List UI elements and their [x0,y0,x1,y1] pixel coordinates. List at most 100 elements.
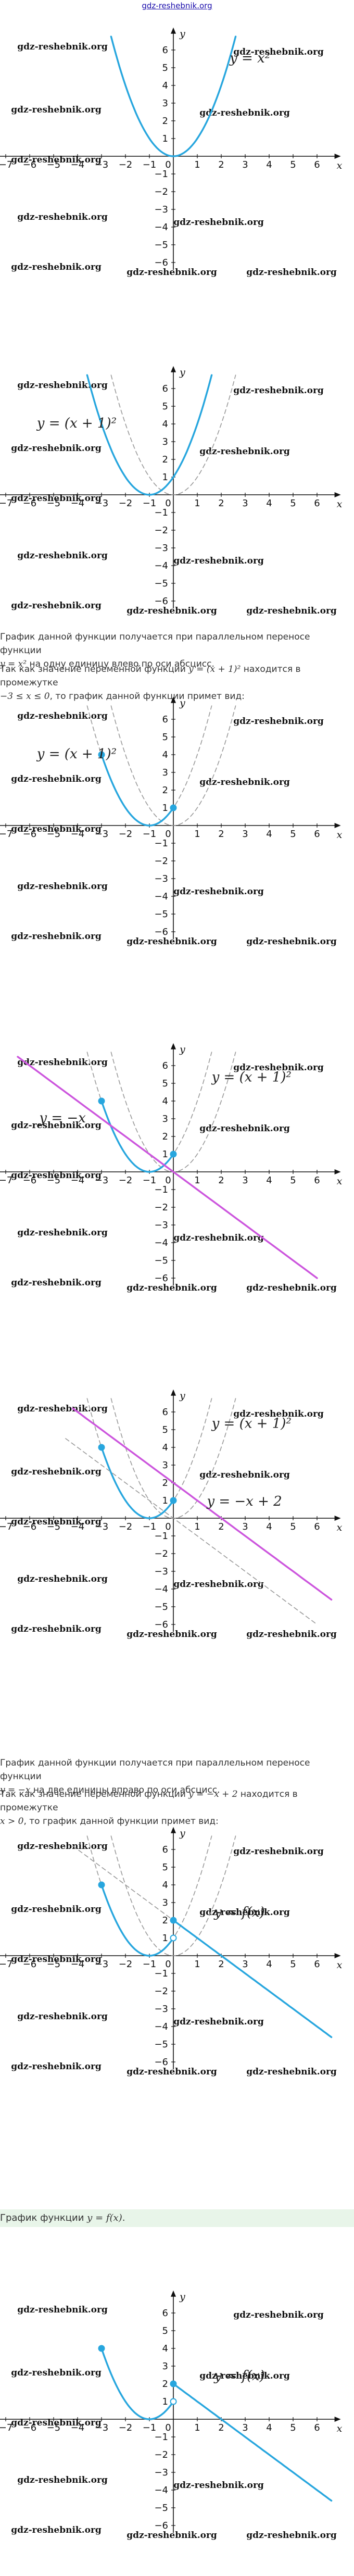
x-tick-label: 3 [242,829,248,840]
y-tick-label: −1 [154,507,168,518]
x-tick-label: −5 [47,2422,61,2433]
graph-3-svg: gdz-reshebnik.org gdz-reshebnik.org gdz-re… [0,696,343,947]
y-tick-label: −4 [154,1237,168,1248]
filled-point [98,1097,105,1105]
x-tick-label: −6 [23,498,37,509]
x-tick-label: 6 [314,159,320,170]
y-tick-label: −3 [154,873,168,884]
x-tick-label: 3 [242,1521,248,1532]
filled-point [98,751,105,758]
x-tick-label: 2 [218,1959,224,1970]
y-tick-label: −1 [154,1531,168,1542]
watermark-text: gdz-reshebnik.org [11,2368,102,2378]
watermark-text: gdz-reshebnik.org [246,2530,337,2541]
x-tick-label: −1 [143,1959,157,1970]
parabola-series [100,1100,174,1173]
watermark-text: gdz-reshebnik.org [127,2530,217,2541]
watermark-text: gdz-reshebnik.org [17,1841,108,1852]
y-tick-label: −5 [154,2039,168,2050]
parabola-series [100,754,174,827]
watermark-text: gdz-reshebnik.org [11,931,102,942]
x-tick-label: 6 [314,1959,320,1970]
x-tick-label: 5 [290,1521,296,1532]
watermark-text: gdz-reshebnik.org [17,2305,108,2315]
graph-5-line-minus-x-plus-2: gdz-reshebnik.org gdz-reshebnik.org gdz-re… [0,1388,354,1648]
x-tick-label: −7 [0,1175,12,1186]
x-tick-label: −3 [95,159,109,170]
x-axis-label: x [337,1522,343,1533]
watermark-text: gdz-reshebnik.org [233,1409,324,1419]
x-tick-label: −7 [0,2422,12,2433]
y-tick-label: 5 [162,2325,168,2336]
y-tick-label: 5 [162,732,168,743]
y-tick-label: 3 [162,2361,168,2372]
graph-2-shifted-parabola: gdz-reshebnik.org gdz-reshebnik.org gdz-re… [0,365,354,625]
x-tick-label: −4 [71,1175,85,1186]
x-tick-label: −4 [71,829,85,840]
watermark-text: gdz-reshebnik.org [199,1907,290,1918]
y-tick-label: −4 [154,2021,168,2032]
paragraph-shift-parabola: График данной функции получается при пар… [0,630,354,671]
y-tick-label: −6 [154,1273,168,1284]
watermark-text: gdz-reshebnik.org [11,2061,102,2072]
watermark-text: gdz-reshebnik.org [233,1062,324,1073]
y-tick-label: −6 [154,257,168,268]
y-tick-label: −5 [154,1602,168,1612]
y-tick-label: 6 [162,1844,168,1855]
function-label: y = −x + 2 [206,1494,282,1509]
y-tick-label: 4 [162,1096,168,1107]
origin-label: 0 [165,159,171,170]
function-label: y = −x [39,1110,86,1126]
y-tick-label: 2 [162,116,168,127]
x-tick-label: −6 [23,1959,37,1970]
x-tick-label: −1 [143,2422,157,2433]
y-tick-label: −2 [154,186,168,197]
paragraph-text: График данной функции получается при пар… [0,1758,310,1782]
y-tick-label: −4 [154,891,168,902]
watermark-text: gdz-reshebnik.org [233,47,324,57]
y-tick-label: 2 [162,2379,168,2390]
formula-interval: x > 0 [0,1816,24,1827]
x-tick-label: −6 [23,1521,37,1532]
watermark-text: gdz-reshebnik.org [199,777,290,787]
x-axis-label: x [337,160,343,171]
x-tick-label: 4 [266,1521,272,1532]
function-label: y = (x + 1)² [36,746,117,762]
graph-1-svg: gdz-reshebnik.org gdz-reshebnik.org gdz-re… [0,27,343,278]
paragraph-text: Так как значение переменной функции [0,664,189,674]
filled-point [170,1917,177,1924]
x-tick-label: 1 [194,1521,200,1532]
y-tick-label: 6 [162,2308,168,2319]
watermark-text: gdz-reshebnik.org [173,217,264,228]
x-tick-label: 5 [290,498,296,509]
function-label: y = (x + 1)² [211,1070,292,1085]
x-tick-label: 4 [266,498,272,509]
function-label: y = (x + 1)² [36,416,117,431]
y-tick-label: 3 [162,436,168,447]
caption-text: . [122,2212,125,2223]
site-link[interactable]: gdz-reshebnik.org [142,1,212,10]
watermark-text: gdz-reshebnik.org [11,1170,102,1181]
y-axis-arrow-icon [171,366,176,372]
watermark-text: gdz-reshebnik.org [233,2310,324,2320]
watermark-text: gdz-reshebnik.org [11,443,102,454]
y-tick-label: −3 [154,2004,168,2015]
y-tick-label: −5 [154,909,168,920]
y-tick-label: 5 [162,1078,168,1089]
x-axis-label: x [337,1176,343,1187]
x-tick-label: 2 [218,159,224,170]
x-tick-label: −5 [47,829,61,840]
watermark-text: gdz-reshebnik.org [11,1517,102,1527]
y-tick-label: −2 [154,1202,168,1213]
x-tick-label: −4 [71,1521,85,1532]
y-tick-label: −3 [154,1220,168,1231]
line-series-dashed [72,1845,174,1921]
watermark-text: gdz-reshebnik.org [11,2418,102,2428]
function-label: y = f(x) [213,2368,265,2384]
y-tick-label: −5 [154,240,168,251]
x-tick-label: 1 [194,829,200,840]
y-tick-label: 3 [162,98,168,109]
filled-point [170,804,177,811]
y-tick-label: −1 [154,169,168,180]
x-tick-label: −5 [47,159,61,170]
